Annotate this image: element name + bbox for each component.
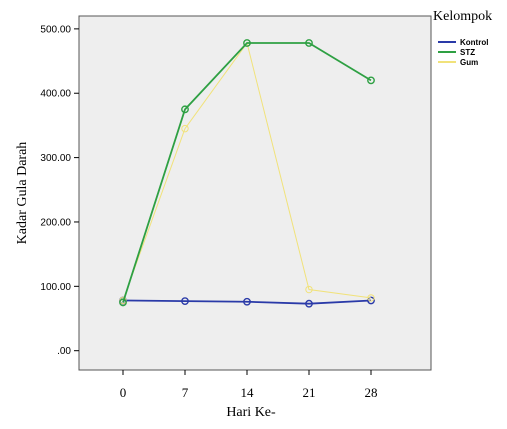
x-axis: 0 7 14 21 28	[120, 370, 378, 400]
data-point	[367, 294, 375, 302]
series-layer	[119, 39, 375, 308]
data-point	[181, 105, 189, 114]
data-point	[305, 285, 313, 294]
y-axis-label: Kadar Gula Darah	[15, 142, 30, 245]
series-line	[122, 299, 372, 305]
y-tick-label: 400.00	[40, 89, 71, 100]
data-point	[181, 297, 189, 306]
x-axis-label: Hari Ke-	[226, 405, 276, 420]
data-point	[305, 39, 313, 47]
x-tick-label: 7	[182, 385, 189, 400]
data-point	[367, 296, 375, 305]
y-tick-label: 300.00	[40, 153, 71, 164]
legend-title: Kelompok	[433, 9, 492, 24]
data-point	[181, 124, 189, 133]
y-tick-label: .00	[57, 346, 71, 357]
legend-label: Kontrol	[460, 38, 488, 47]
data-point	[243, 39, 251, 47]
series-stz	[119, 39, 375, 307]
x-tick-label: 28	[365, 385, 378, 400]
legend-label: Gum	[460, 58, 478, 67]
data-point	[243, 297, 251, 306]
data-point	[119, 298, 127, 307]
y-tick-label: 100.00	[40, 282, 71, 293]
series-line	[122, 42, 372, 303]
y-tick-label: 200.00	[40, 217, 71, 228]
x-tick-label: 0	[120, 385, 127, 400]
x-tick-label: 21	[303, 385, 316, 400]
legend-label: STZ	[460, 48, 475, 57]
plot-area	[78, 15, 432, 371]
data-point	[305, 299, 313, 308]
x-tick-label: 14	[241, 385, 255, 400]
y-tick-label: 500.00	[40, 24, 71, 35]
data-point	[367, 76, 375, 85]
y-axis: .00 100.00 200.00 300.00 400.00 500.00	[40, 24, 79, 357]
